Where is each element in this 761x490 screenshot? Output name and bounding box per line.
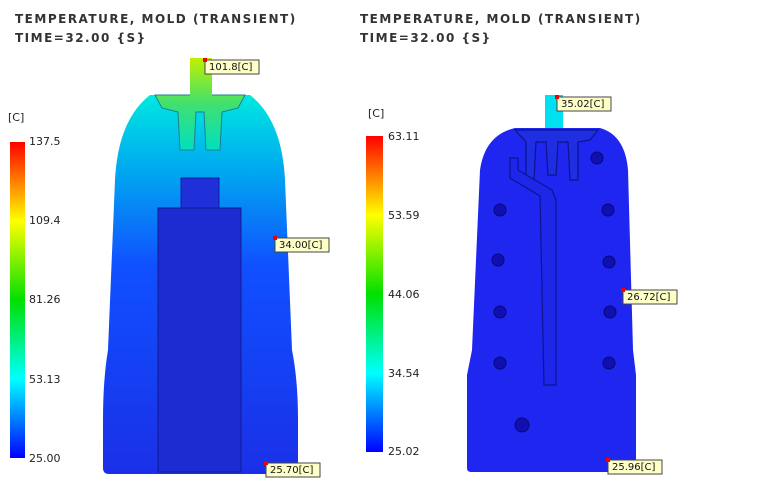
scale-label: 137.5 — [29, 135, 61, 148]
time: TIME=32.00 {S} — [360, 31, 492, 45]
probe-point — [203, 58, 207, 62]
hole — [514, 417, 530, 433]
probe-point — [264, 461, 268, 465]
hole — [602, 255, 616, 269]
probe-box — [265, 462, 321, 478]
probe-label: 34.00[C] — [279, 240, 323, 251]
scale-label: 81.26 — [29, 293, 61, 306]
probe-box — [204, 59, 260, 75]
probe-box — [556, 96, 612, 112]
probe-label: 25.96[C] — [612, 462, 656, 473]
scale-label: 34.54 — [388, 367, 420, 380]
probe-box — [622, 289, 678, 305]
scale-label: 25.00 — [29, 452, 61, 465]
probe-point — [621, 288, 625, 292]
hole — [601, 203, 615, 217]
scale-label: 44.06 — [388, 288, 420, 301]
probe-label: 26.72[C] — [627, 292, 671, 303]
probe-box — [274, 237, 330, 253]
hole — [603, 305, 617, 319]
probe: 35.02[C] — [555, 95, 612, 112]
hole — [590, 151, 604, 165]
probe: 101.8[C] — [203, 58, 260, 75]
hole — [493, 356, 507, 370]
cooling-channel — [509, 157, 557, 386]
left-panel: TEMPERATURE, MOLD (TRANSIENT) TIME=32.00… — [8, 12, 330, 478]
runner — [154, 94, 246, 151]
color-bar — [10, 142, 25, 458]
probe-point — [273, 236, 277, 240]
time: TIME=32.00 {S} — [15, 31, 147, 45]
probe: 34.00[C] — [273, 236, 330, 253]
color-bar — [366, 136, 383, 452]
probe-label: 25.70[C] — [270, 465, 314, 476]
scale-label: 53.13 — [29, 373, 61, 386]
probe-point — [606, 458, 610, 462]
scale-label: 25.02 — [388, 445, 420, 458]
probe-label: 101.8[C] — [209, 62, 253, 73]
scale-label: 53.59 — [388, 209, 420, 222]
title: TEMPERATURE, MOLD (TRANSIENT) — [15, 12, 297, 26]
probe: 26.72[C] — [621, 288, 678, 305]
probe-point — [555, 95, 559, 99]
title: TEMPERATURE, MOLD (TRANSIENT) — [360, 12, 642, 26]
hole — [602, 356, 616, 370]
core-neck — [180, 177, 220, 211]
hole — [493, 305, 507, 319]
hole — [491, 253, 505, 267]
scale-label: 63.11 — [388, 130, 420, 143]
core — [157, 207, 242, 473]
probe-box — [607, 459, 663, 475]
probe-label: 35.02[C] — [561, 99, 605, 110]
probe: 25.96[C] — [606, 458, 663, 475]
unit: [C] — [8, 111, 24, 124]
unit: [C] — [368, 107, 384, 120]
cooling-holes — [491, 151, 617, 433]
right-panel: TEMPERATURE, MOLD (TRANSIENT) TIME=32.00… — [360, 12, 678, 475]
scale-label: 109.4 — [29, 214, 61, 227]
probe: 25.70[C] — [264, 461, 321, 478]
hole — [493, 203, 507, 217]
